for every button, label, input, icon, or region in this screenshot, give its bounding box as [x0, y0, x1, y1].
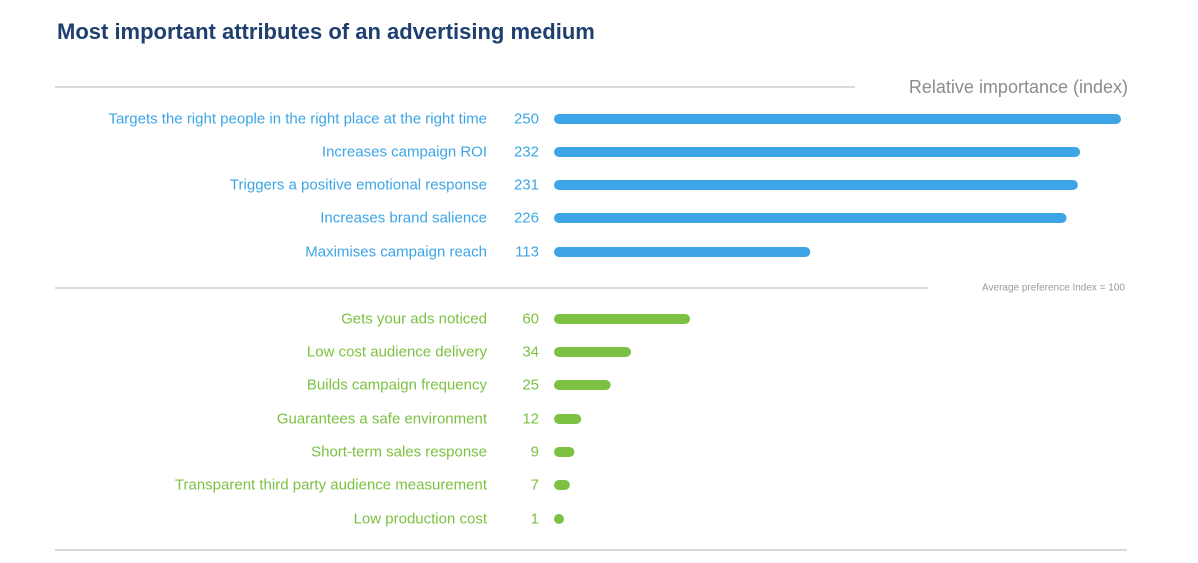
- value-label: 231: [514, 177, 539, 194]
- bar: [554, 180, 1078, 190]
- bar: [554, 114, 1121, 124]
- bar: [554, 380, 611, 390]
- category-label: Increases campaign ROI: [322, 144, 487, 161]
- bar: [554, 247, 811, 257]
- value-label: 1: [531, 511, 539, 528]
- reference-label: Average preference Index = 100: [982, 283, 1125, 294]
- value-label: 34: [522, 344, 539, 361]
- bar: [554, 314, 691, 324]
- category-label: Triggers a positive emotional response: [230, 177, 487, 194]
- category-label: Builds campaign frequency: [307, 377, 488, 394]
- category-label: Transparent third party audience measure…: [175, 477, 488, 494]
- value-label: 12: [522, 411, 539, 428]
- x-axis-label: Relative importance (index): [909, 77, 1128, 97]
- bar: [554, 480, 570, 490]
- category-label: Maximises campaign reach: [305, 244, 487, 261]
- value-label: 250: [514, 111, 539, 128]
- bar: [554, 414, 582, 424]
- category-label: Short-term sales response: [311, 444, 487, 461]
- bar: [554, 147, 1081, 157]
- value-label: 232: [514, 144, 539, 161]
- value-label: 25: [522, 377, 539, 394]
- category-label: Gets your ads noticed: [341, 311, 487, 328]
- chart-title: Most important attributes of an advertis…: [57, 19, 595, 44]
- bars-group: Targets the right people in the right pl…: [108, 111, 1121, 528]
- bar: [554, 213, 1067, 223]
- category-label: Targets the right people in the right pl…: [108, 111, 487, 128]
- category-label: Low production cost: [354, 511, 488, 528]
- category-label: Increases brand salience: [320, 210, 487, 227]
- category-label: Low cost audience delivery: [307, 344, 488, 361]
- bar: [554, 447, 575, 457]
- value-label: 60: [522, 311, 539, 328]
- value-label: 9: [531, 444, 539, 461]
- value-label: 7: [531, 477, 539, 494]
- bar: [554, 347, 632, 357]
- bar: [554, 514, 564, 524]
- value-label: 226: [514, 210, 539, 227]
- value-label: 113: [515, 244, 539, 261]
- category-label: Guarantees a safe environment: [277, 411, 488, 428]
